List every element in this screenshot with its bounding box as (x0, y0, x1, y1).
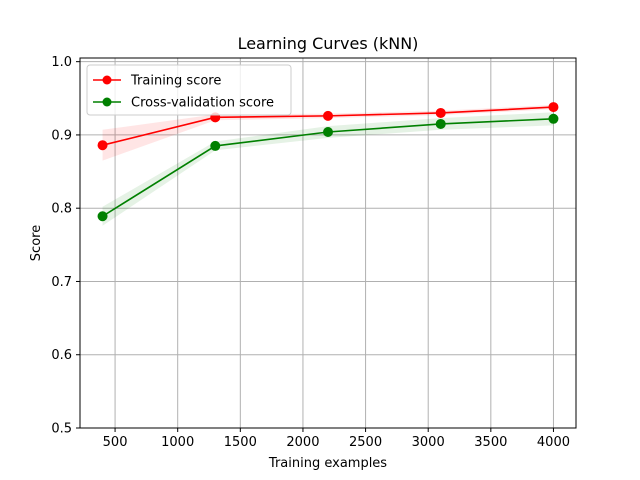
y-tick-label: 0.5 (51, 422, 72, 437)
y-tick-label: 0.7 (51, 275, 72, 290)
cross-validation-score-point (548, 113, 559, 124)
legend-training-label: Training score (130, 74, 221, 89)
cross-validation-score-point (435, 118, 446, 129)
x-tick-label: 4000 (537, 435, 570, 450)
cross-validation-score-point (210, 140, 221, 151)
cross-validation-score-point (323, 127, 333, 137)
legend-cross-validation-marker (102, 97, 112, 107)
y-tick-label: 1.0 (51, 55, 72, 70)
y-axis-label: Score (29, 225, 44, 261)
training-score-point (435, 107, 446, 118)
legend-cross-validation-label: Cross-validation score (131, 96, 274, 111)
confidence-bands (102, 104, 554, 226)
x-axis-label: Training examples (268, 456, 387, 471)
series-markers (97, 102, 559, 222)
x-tick-label: 1500 (224, 435, 257, 450)
training-score-point (97, 140, 108, 151)
axis-ticks: 500 1000 1500 2000 2500 3000 3500 4000 0.5 0.6 0.7… (51, 55, 570, 450)
x-tick-label: 2000 (286, 435, 319, 450)
training-score-point (323, 110, 333, 121)
legend: Training score Cross-validation score (86, 64, 292, 116)
legend-training-marker (102, 75, 112, 85)
training-score-point (548, 102, 559, 113)
cross-validation-score-point (97, 211, 108, 222)
x-tick-label: 500 (103, 435, 128, 450)
y-tick-label: 0.8 (51, 202, 72, 217)
x-tick-label: 2500 (349, 435, 382, 450)
y-tick-label: 0.9 (51, 128, 72, 143)
x-tick-label: 1000 (161, 435, 194, 450)
chart-title: Learning Curves (kNN) (238, 34, 419, 53)
legend-frame (86, 64, 292, 116)
x-tick-label: 3000 (412, 435, 445, 450)
y-tick-label: 0.6 (51, 348, 72, 363)
x-tick-label: 3500 (474, 435, 507, 450)
plot-frame (79, 57, 577, 429)
